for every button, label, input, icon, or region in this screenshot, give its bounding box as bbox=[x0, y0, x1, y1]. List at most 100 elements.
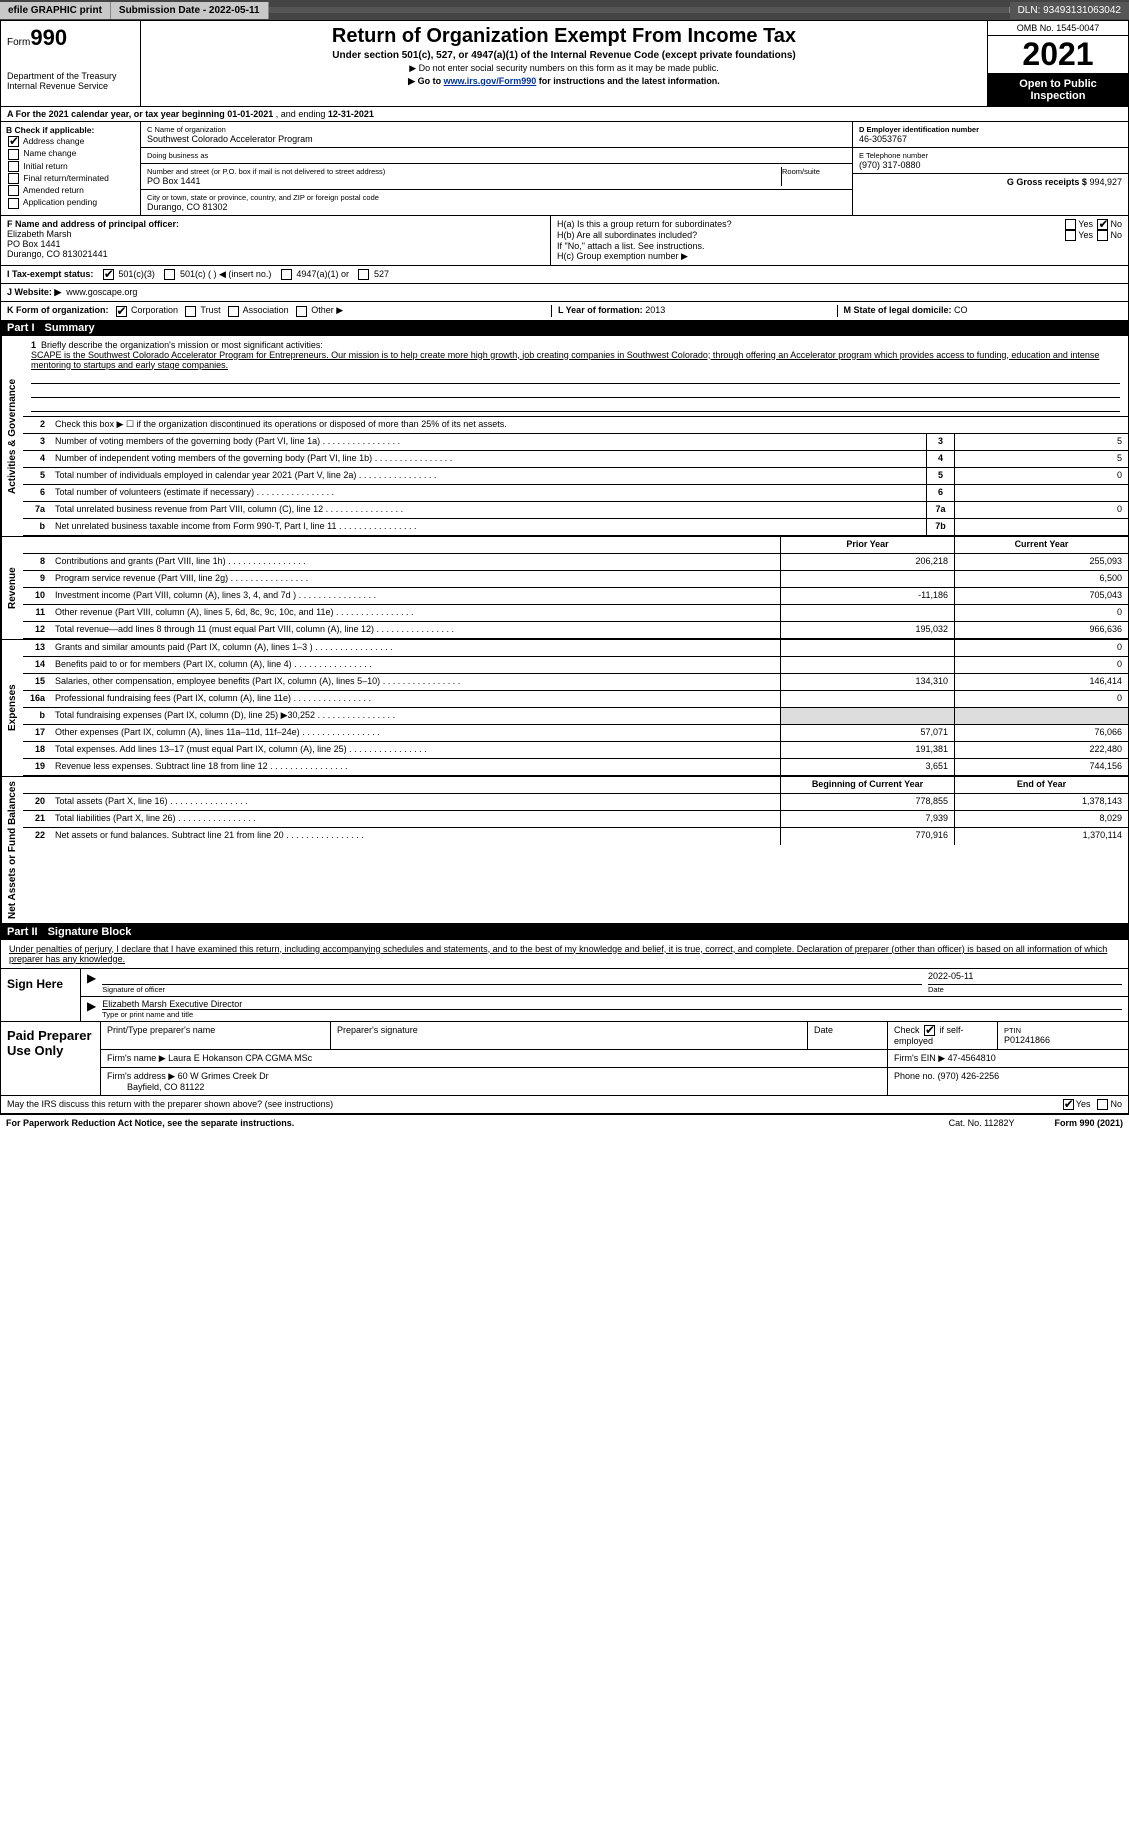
gross-receipts-value: 994,927 bbox=[1089, 177, 1122, 187]
room-label: Room/suite bbox=[782, 167, 846, 176]
city-label: City or town, state or province, country… bbox=[147, 193, 846, 202]
sig-date: 2022-05-11 bbox=[928, 971, 1122, 985]
part1-expenses: Expenses 13Grants and similar amounts pa… bbox=[1, 640, 1128, 777]
net-header: Beginning of Current Year End of Year bbox=[23, 777, 1128, 794]
entity-block: B Check if applicable: Address change Na… bbox=[1, 122, 1128, 216]
paid-preparer-label: Paid Preparer Use Only bbox=[1, 1022, 101, 1095]
box-b: B Check if applicable: Address change Na… bbox=[1, 122, 141, 215]
gov-line: 4Number of independent voting members of… bbox=[23, 451, 1128, 468]
irs-link[interactable]: www.irs.gov/Form990 bbox=[444, 76, 537, 86]
chk-app-pending[interactable]: Application pending bbox=[6, 197, 135, 208]
efile-topbar: efile GRAPHIC print Submission Date - 20… bbox=[0, 0, 1129, 20]
chk-discuss-no[interactable] bbox=[1097, 1099, 1108, 1110]
chk-final-return[interactable]: Final return/terminated bbox=[6, 173, 135, 184]
ein-value: 46-3053767 bbox=[859, 134, 1122, 144]
sig-date-label: Date bbox=[928, 985, 1122, 994]
gov-line: 2Check this box ▶ ☐ if the organization … bbox=[23, 417, 1128, 434]
tax-period: A For the 2021 calendar year, or tax yea… bbox=[1, 107, 1128, 122]
form-footer: Form 990 (2021) bbox=[1054, 1118, 1123, 1128]
street-label: Number and street (or P.O. box if mail i… bbox=[147, 167, 775, 176]
chk-name-change[interactable]: Name change bbox=[6, 148, 135, 159]
firm-ein: 47-4564810 bbox=[948, 1053, 996, 1063]
sign-here-block: Sign Here ▶ Signature of officer 2022-05… bbox=[1, 968, 1128, 1021]
ha-label: H(a) Is this a group return for subordin… bbox=[557, 219, 1063, 230]
sig-name-title: Elizabeth Marsh Executive Director bbox=[102, 999, 1122, 1010]
gov-line: 7aTotal unrelated business revenue from … bbox=[23, 502, 1128, 519]
website-value: www.goscape.org bbox=[66, 287, 137, 297]
exp-line: 18Total expenses. Add lines 13–17 (must … bbox=[23, 742, 1128, 759]
rev-line: 11Other revenue (Part VIII, column (A), … bbox=[23, 605, 1128, 622]
discuss-row: May the IRS discuss this return with the… bbox=[1, 1095, 1128, 1114]
topbar-spacer bbox=[269, 7, 1010, 13]
paperwork-notice: For Paperwork Reduction Act Notice, see … bbox=[6, 1118, 294, 1128]
org-name-label: C Name of organization bbox=[147, 125, 846, 134]
rev-line: 9Program service revenue (Part VIII, lin… bbox=[23, 571, 1128, 588]
chk-initial-return[interactable]: Initial return bbox=[6, 161, 135, 172]
mission-text: SCAPE is the Southwest Colorado Accelera… bbox=[31, 350, 1099, 370]
prep-row2: Firm's name ▶ Laura E Hokanson CPA CGMA … bbox=[101, 1050, 1128, 1068]
omb-number: OMB No. 1545-0047 bbox=[988, 21, 1128, 36]
part1-netassets: Net Assets or Fund Balances Beginning of… bbox=[1, 777, 1128, 924]
org-name: Southwest Colorado Accelerator Program bbox=[147, 134, 846, 144]
chk-trust[interactable] bbox=[185, 306, 196, 317]
part1-governance: Activities & Governance 1 Briefly descri… bbox=[1, 336, 1128, 537]
side-governance: Activities & Governance bbox=[1, 336, 23, 536]
chk-amended[interactable]: Amended return bbox=[6, 185, 135, 196]
side-revenue: Revenue bbox=[1, 537, 23, 639]
prep-row1: Print/Type preparer's name Preparer's si… bbox=[101, 1022, 1128, 1050]
chk-527[interactable] bbox=[358, 269, 369, 280]
page-footer: For Paperwork Reduction Act Notice, see … bbox=[0, 1115, 1129, 1131]
officer-name: Elizabeth Marsh bbox=[7, 229, 72, 239]
chk-assoc[interactable] bbox=[228, 306, 239, 317]
domicile-label: M State of legal domicile: bbox=[844, 305, 952, 315]
arrow-icon: ▶ bbox=[87, 999, 96, 1019]
website-row: J Website: ▶ www.goscape.org bbox=[1, 284, 1128, 302]
ha-answer: Yes No bbox=[1063, 219, 1122, 230]
exp-line: bTotal fundraising expenses (Part IX, co… bbox=[23, 708, 1128, 725]
chk-corp[interactable] bbox=[116, 306, 127, 317]
public-inspection: Open to Public Inspection bbox=[988, 74, 1128, 106]
gov-line: bNet unrelated business taxable income f… bbox=[23, 519, 1128, 536]
form-title: Return of Organization Exempt From Incom… bbox=[147, 25, 981, 48]
chk-address-change[interactable]: Address change bbox=[6, 136, 135, 147]
dept-treasury: Department of the Treasury bbox=[7, 71, 134, 81]
chk-discuss-yes[interactable] bbox=[1063, 1099, 1074, 1110]
city-value: Durango, CO 81302 bbox=[147, 202, 846, 212]
rev-line: 8Contributions and grants (Part VIII, li… bbox=[23, 554, 1128, 571]
gov-line: 3Number of voting members of the governi… bbox=[23, 434, 1128, 451]
box-d-e-g: D Employer identification number 46-3053… bbox=[853, 122, 1128, 215]
org-form-label: K Form of organization: bbox=[7, 305, 109, 315]
officer-street: PO Box 1441 bbox=[7, 239, 61, 249]
chk-501c[interactable] bbox=[164, 269, 175, 280]
gross-receipts-label: G Gross receipts $ bbox=[1007, 177, 1087, 187]
tax-year: 2021 bbox=[988, 36, 1128, 74]
year-formation-label: L Year of formation: bbox=[558, 305, 643, 315]
form-container: Form990 Department of the Treasury Inter… bbox=[0, 20, 1129, 1115]
cat-no: Cat. No. 11282Y bbox=[949, 1118, 1015, 1128]
exp-line: 16aProfessional fundraising fees (Part I… bbox=[23, 691, 1128, 708]
exp-line: 14Benefits paid to or for members (Part … bbox=[23, 657, 1128, 674]
hc-label: H(c) Group exemption number ▶ bbox=[557, 251, 1122, 262]
chk-self-employed[interactable] bbox=[924, 1025, 935, 1036]
officer-label: F Name and address of principal officer: bbox=[7, 219, 179, 229]
prep-row3: Firm's address ▶ 60 W Grimes Creek Dr Ba… bbox=[101, 1068, 1128, 1095]
box-c: C Name of organization Southwest Colorad… bbox=[141, 122, 853, 215]
chk-other[interactable] bbox=[296, 306, 307, 317]
ptin: P01241866 bbox=[1004, 1035, 1050, 1045]
paid-preparer-block: Paid Preparer Use Only Print/Type prepar… bbox=[1, 1021, 1128, 1095]
exp-line: 19Revenue less expenses. Subtract line 1… bbox=[23, 759, 1128, 776]
dba-label: Doing business as bbox=[147, 151, 846, 160]
chk-4947[interactable] bbox=[281, 269, 292, 280]
sign-here-label: Sign Here bbox=[1, 969, 81, 1021]
side-netassets: Net Assets or Fund Balances bbox=[1, 777, 23, 923]
chk-501c3[interactable] bbox=[103, 269, 114, 280]
gov-line: 5Total number of individuals employed in… bbox=[23, 468, 1128, 485]
tax-status-row: I Tax-exempt status: 501(c)(3) 501(c) ( … bbox=[1, 266, 1128, 284]
part1-revenue: Revenue Prior Year Current Year 8Contrib… bbox=[1, 537, 1128, 640]
gov-line: 6Total number of volunteers (estimate if… bbox=[23, 485, 1128, 502]
form-subtitle: Under section 501(c), 527, or 4947(a)(1)… bbox=[147, 50, 981, 61]
rev-header: Prior Year Current Year bbox=[23, 537, 1128, 554]
instructions-link-line: ▶ Go to www.irs.gov/Form990 for instruct… bbox=[147, 76, 981, 87]
signature-declaration: Under penalties of perjury, I declare th… bbox=[1, 940, 1128, 968]
website-label: J Website: ▶ bbox=[7, 287, 61, 297]
